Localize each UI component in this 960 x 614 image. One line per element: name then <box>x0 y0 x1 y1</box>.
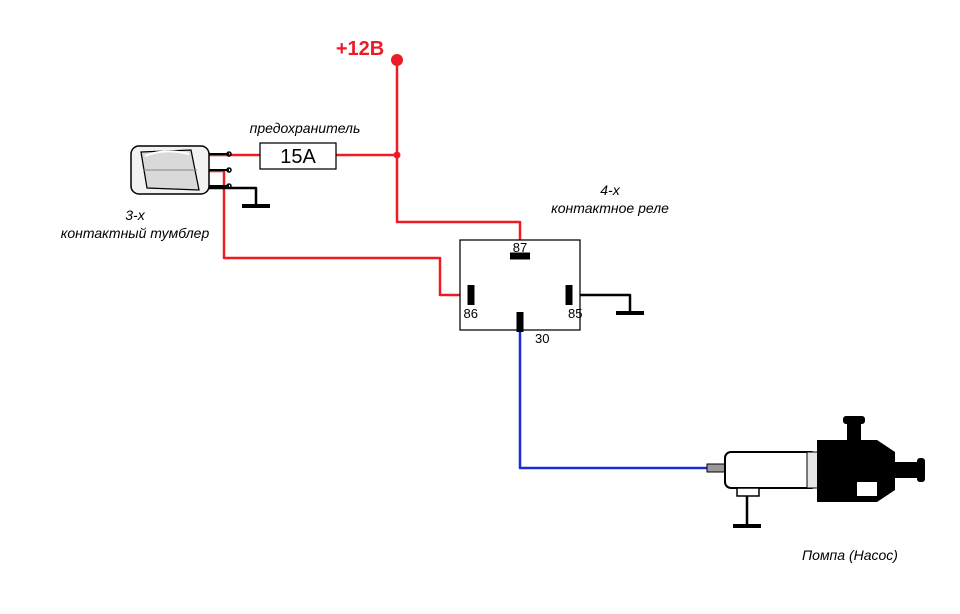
wire-relay85-to-ground <box>580 295 630 313</box>
wire-supply-to-fuse <box>336 60 397 155</box>
label-pin86: 86 <box>464 306 478 321</box>
label-relay_l2: контактное реле <box>551 200 669 216</box>
joint-dot <box>394 152 401 159</box>
pump <box>707 416 925 506</box>
supply-terminal <box>391 54 403 66</box>
label-switch_l2: контактный тумблер <box>61 225 210 241</box>
rocker-switch <box>131 146 231 194</box>
label-pin87: 87 <box>513 240 527 255</box>
label-supply: +12В <box>336 38 384 60</box>
relay-pin-86 <box>468 285 475 305</box>
relay-pin-30 <box>517 312 524 332</box>
wire-branch-to-relay87 <box>397 155 520 240</box>
label-fuse_value: 15A <box>280 146 316 168</box>
wire-switch-to-ground <box>205 188 256 206</box>
wire-relay30-to-pump <box>520 330 707 468</box>
wiring-diagram: +12В предохранитель 15A 3-х контактный тумбл… <box>0 0 960 614</box>
label-relay_l1: 4-х <box>600 182 620 198</box>
label-pump_l: Помпа (Насос) <box>802 547 898 563</box>
label-switch_l1: 3-х <box>125 207 145 223</box>
wire-switch-to-relay86 <box>205 171 459 295</box>
relay-pin-85 <box>566 285 573 305</box>
label-pin30: 30 <box>535 331 549 346</box>
label-pin85: 85 <box>568 306 582 321</box>
label-fuse_title: предохранитель <box>250 120 361 136</box>
